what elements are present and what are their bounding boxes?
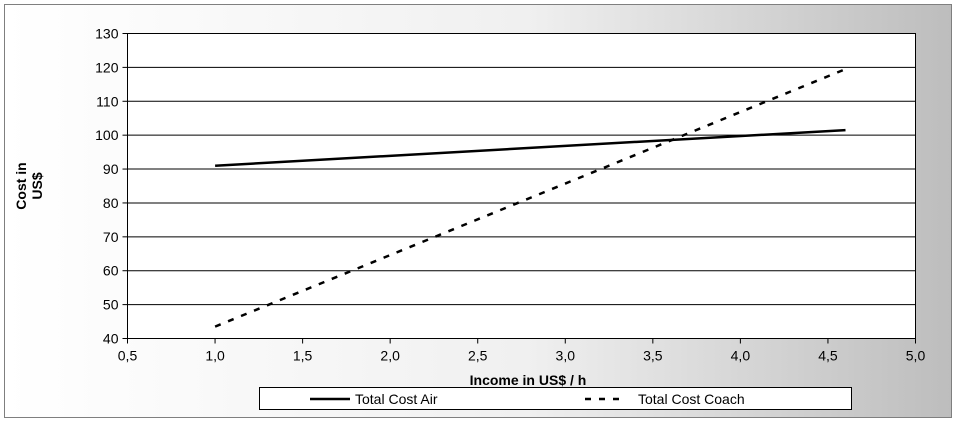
y-tick-label-110: 110 <box>96 93 119 109</box>
gridlines <box>127 66 916 306</box>
legend: Total Cost Air Total Cost Coach <box>259 387 852 410</box>
x-tick-label-2,0: 2,0 <box>380 348 400 364</box>
legend-box <box>259 387 852 410</box>
x-axis-tick-labels: 0,5 1,0 1,5 2,0 2,5 3,0 3,5 4,0 4,5 5,0 <box>118 338 926 364</box>
y-tick-label-90: 90 <box>103 161 119 177</box>
legend-label-total-cost-air: Total Cost Air <box>355 391 438 407</box>
series-lines <box>214 67 846 328</box>
y-axis-title: Cost in US$ <box>13 162 45 209</box>
y-axis-title-line-2: US$ <box>29 172 45 199</box>
x-tick-label-0,5: 0,5 <box>118 348 138 364</box>
y-axis-title-line-1: Cost in <box>13 162 29 209</box>
x-tick-label-4,0: 4,0 <box>731 348 751 364</box>
y-tick-label-40: 40 <box>103 331 119 347</box>
x-tick-label-3,0: 3,0 <box>556 348 576 364</box>
y-tick-label-120: 120 <box>95 59 119 75</box>
x-tick-label-4,5: 4,5 <box>818 348 838 364</box>
x-tick-label-5,0: 5,0 <box>906 348 926 364</box>
x-tick-label-2,5: 2,5 <box>468 348 488 364</box>
series-line-total-cost-air <box>215 128 846 167</box>
y-tick-label-130: 130 <box>95 26 119 42</box>
y-axis-tick-labels: 40 50 60 70 80 90 100 110 120 130 <box>95 26 128 347</box>
plot-area <box>127 33 916 339</box>
y-tick-label-70: 70 <box>103 229 119 245</box>
x-axis-title: Income in US$ / h <box>470 372 587 388</box>
x-tick-label-3,5: 3,5 <box>643 348 663 364</box>
y-tick-label-50: 50 <box>103 297 119 313</box>
x-tick-label-1,0: 1,0 <box>205 348 225 364</box>
x-tick-label-1,5: 1,5 <box>293 348 313 364</box>
legend-label-total-cost-coach: Total Cost Coach <box>638 391 745 407</box>
y-tick-label-80: 80 <box>103 195 119 211</box>
series-line-total-cost-coach <box>214 67 846 328</box>
y-tick-label-60: 60 <box>103 263 119 279</box>
y-tick-label-100: 100 <box>95 127 119 143</box>
